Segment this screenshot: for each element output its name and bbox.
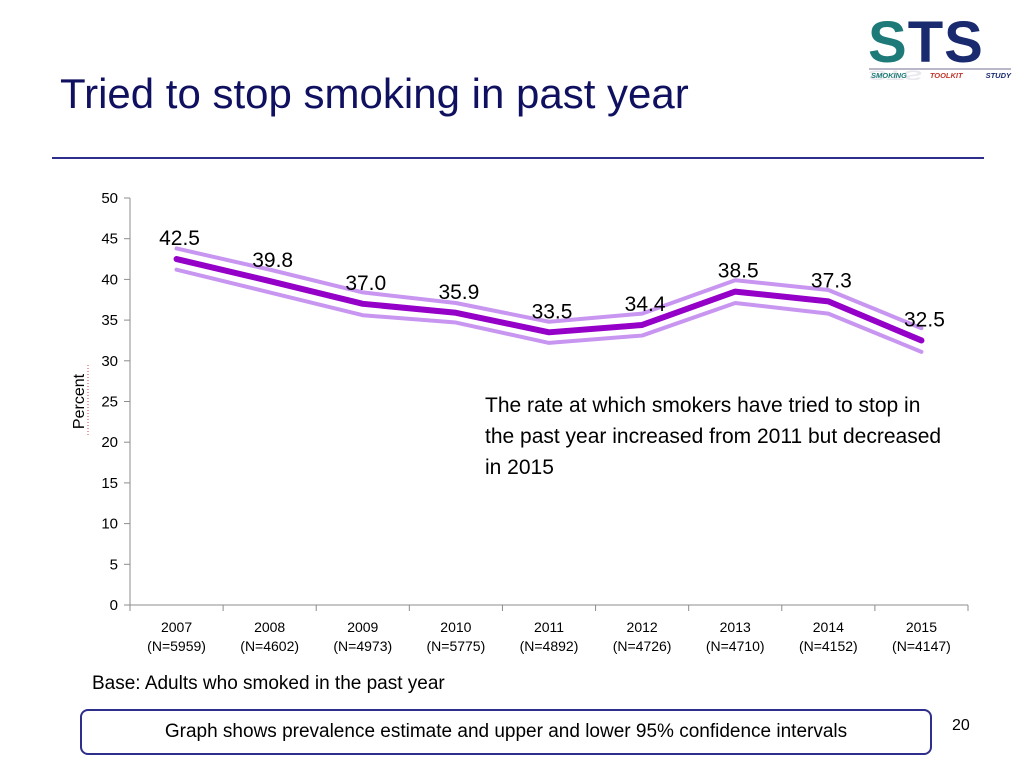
x-category-n-label: (N=5775): [427, 638, 486, 654]
y-tick-label: 10: [101, 516, 118, 533]
data-label: 35.9: [438, 281, 479, 304]
x-category-label: 2014: [813, 619, 844, 635]
data-label: 39.8: [252, 249, 293, 272]
footnote-text: Graph shows prevalence estimate and uppe…: [164, 721, 848, 742]
y-tick-label: 20: [101, 434, 118, 451]
y-tick-label: 5: [110, 556, 118, 573]
lower-ci-line: [174, 267, 924, 354]
data-label: 42.5: [159, 227, 200, 250]
x-category-label: 2015: [906, 619, 937, 635]
logo-sub-toolkit: TOOLKIT: [929, 71, 963, 80]
x-category-label: 2013: [720, 619, 751, 635]
y-tick-label: 40: [101, 271, 118, 288]
data-label: 34.4: [625, 293, 666, 316]
footnote-box: Graph shows prevalence estimate and uppe…: [80, 709, 932, 755]
line-chart: 0 5 10 15 20 25 30 35 40 45 50 2007 (N=5959) 2008 (N=4…: [71, 190, 969, 654]
y-tick-label: 25: [101, 394, 118, 411]
x-category-n-label: (N=4726): [613, 638, 672, 654]
x-category-label: 2008: [254, 619, 285, 635]
x-category-n-label: (N=5959): [147, 638, 206, 654]
x-category-n-label: (N=4892): [520, 638, 579, 654]
data-label: 37.0: [345, 272, 386, 295]
page-number: 20: [952, 717, 970, 734]
estimate-line: [173, 256, 925, 344]
x-category-n-label: (N=4710): [706, 638, 765, 654]
logo-sub-smoking: SMOKING: [871, 71, 907, 80]
y-tick-label: 50: [101, 190, 118, 207]
x-category-label: 2012: [627, 619, 658, 635]
logo-underline: [869, 68, 1011, 70]
x-category-label: 2011: [534, 619, 564, 635]
logo-letter-1: S: [868, 10, 908, 75]
base-note: Base: Adults who smoked in the past year: [92, 673, 445, 694]
y-tick-label: 35: [101, 312, 118, 329]
data-label: 38.5: [718, 260, 759, 283]
title-divider: [52, 157, 984, 159]
x-category-n-label: (N=4602): [240, 638, 299, 654]
data-label: 33.5: [532, 300, 573, 323]
y-tick-label: 0: [110, 597, 118, 614]
logo-subtitle: SMOKING TOOLKIT STUDY: [871, 71, 1011, 80]
x-category-n-label: (N=4973): [333, 638, 392, 654]
logo-letter-3: S: [944, 10, 984, 75]
logo-letters: STS: [868, 14, 984, 72]
y-tick-label: 15: [101, 475, 118, 492]
y-axis-title: Percent: [71, 373, 88, 429]
y-tick-label: 45: [101, 231, 118, 248]
logo-sub-study: STUDY: [985, 71, 1011, 80]
x-category-n-label: (N=4152): [799, 638, 858, 654]
upper-ci-line: [174, 246, 924, 331]
chart-annotation: The rate at which smokers have tried to …: [485, 394, 942, 479]
y-tick-label: 30: [101, 353, 118, 370]
x-category-label: 2009: [347, 619, 378, 635]
x-category-label: 2007: [161, 619, 192, 635]
x-category-n-label: (N=4147): [892, 638, 951, 654]
data-label: 37.3: [811, 269, 852, 292]
sts-logo: STS STS SMOKING TOOLKIT STUDY: [865, 14, 1015, 100]
logo-letter-2: T: [907, 10, 945, 75]
slide-title: Tried to stop smoking in past year: [60, 70, 689, 117]
data-label: 32.5: [904, 308, 945, 331]
x-category-label: 2010: [440, 619, 471, 635]
